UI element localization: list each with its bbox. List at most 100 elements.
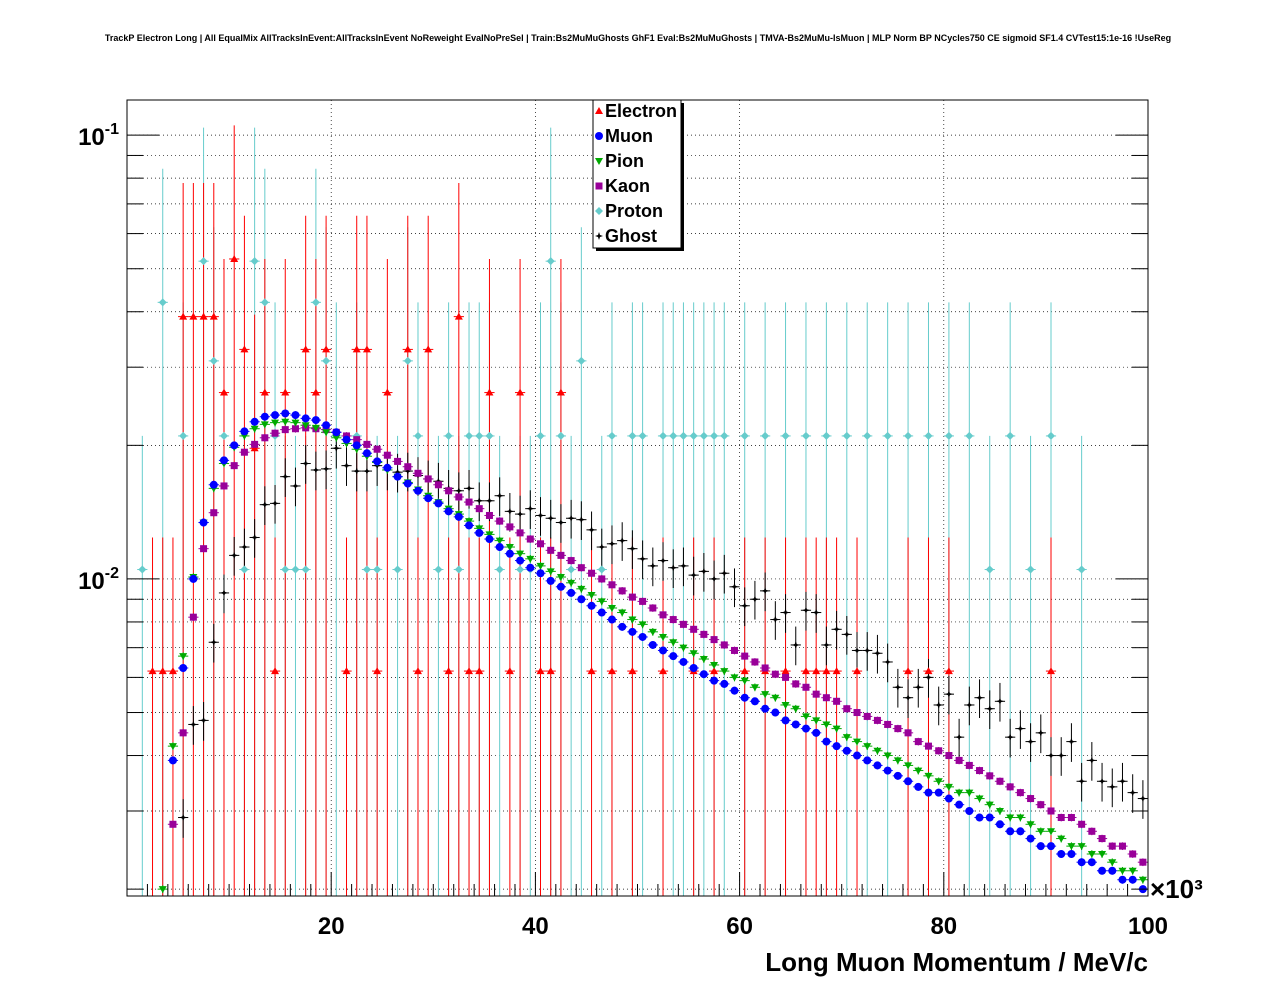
muon-point xyxy=(1098,866,1107,875)
kaon-point xyxy=(424,475,432,483)
pion-point xyxy=(311,424,320,432)
kaon-point xyxy=(608,581,616,589)
kaon-point xyxy=(914,738,922,746)
muon-point xyxy=(199,518,208,527)
electron-point xyxy=(383,388,392,396)
muon-point xyxy=(1077,858,1086,867)
electron-point xyxy=(853,667,862,675)
proton-point xyxy=(475,431,484,440)
kaon-point xyxy=(986,772,994,780)
kaon-point xyxy=(873,716,881,724)
muon-point xyxy=(761,704,770,713)
pion-point xyxy=(638,621,647,629)
ghost-point xyxy=(740,601,749,610)
ghost-point xyxy=(791,640,800,649)
pion-point xyxy=(689,650,698,658)
pion-point xyxy=(924,772,933,780)
kaon-point xyxy=(1118,842,1126,850)
proton-point xyxy=(485,431,494,440)
kaon-point xyxy=(537,540,545,548)
pion-point xyxy=(1016,814,1025,822)
muon-point xyxy=(1087,858,1096,867)
muon-point xyxy=(250,417,259,426)
proton-point xyxy=(679,431,688,440)
muon-point xyxy=(1057,849,1066,858)
muon-point xyxy=(393,472,402,481)
proton-point xyxy=(924,431,933,440)
kaon-point xyxy=(996,777,1004,785)
pion-point xyxy=(710,661,719,669)
muon-point xyxy=(1006,827,1015,836)
ghost-point xyxy=(1138,794,1147,803)
electron-point xyxy=(148,667,157,675)
proton-point xyxy=(944,431,953,440)
kaon-point xyxy=(1108,842,1116,850)
ghost-point xyxy=(1118,777,1127,786)
proton-point xyxy=(322,356,331,365)
proton-point xyxy=(516,565,525,574)
muon-point xyxy=(240,427,249,436)
pion-point xyxy=(965,789,974,797)
muon-point xyxy=(209,480,218,489)
kaon-point xyxy=(1057,814,1065,822)
kaon-point xyxy=(577,564,585,572)
muon-point xyxy=(291,411,300,420)
muon-point xyxy=(965,806,974,815)
muon-point xyxy=(271,411,280,420)
electron-point xyxy=(424,345,433,353)
proton-point xyxy=(567,565,576,574)
ghost-point xyxy=(577,515,586,524)
ghost-point xyxy=(546,514,555,523)
muon-point xyxy=(781,716,790,725)
proton-point xyxy=(904,431,913,440)
pion-point xyxy=(1047,828,1056,836)
ghost-point xyxy=(893,683,902,692)
kaon-point xyxy=(261,434,269,442)
legend-marker-proton xyxy=(595,207,603,215)
pion-point xyxy=(577,585,586,593)
electron-point xyxy=(352,345,361,353)
electron-point xyxy=(832,667,841,675)
legend-marker-kaon xyxy=(595,182,603,190)
electron-point xyxy=(801,667,810,675)
ghost-point xyxy=(179,813,188,822)
proton-point xyxy=(1006,431,1015,440)
ghost-point xyxy=(311,465,320,474)
pion-point xyxy=(607,605,616,613)
pion-point xyxy=(863,743,872,751)
chart-title: TrackP Electron Long | All EqualMix AllT… xyxy=(104,33,1172,43)
kaon-point xyxy=(659,611,667,619)
y-tick-labels: 10-2 10-1 xyxy=(78,121,119,595)
muon-point xyxy=(689,663,698,672)
ghost-point xyxy=(883,657,892,666)
muon-point xyxy=(975,813,984,822)
proton-point xyxy=(393,565,402,574)
muon-point xyxy=(720,679,729,688)
muon-point xyxy=(628,627,637,636)
ghost-point xyxy=(567,514,576,523)
electron-point xyxy=(342,667,351,675)
kaon-point xyxy=(251,440,259,448)
electron-point xyxy=(260,388,269,396)
legend-label-ghost: Ghost xyxy=(605,226,657,246)
kaon-point xyxy=(1037,801,1045,809)
ghost-point xyxy=(230,551,239,560)
ghost-point xyxy=(924,673,933,682)
electron-point xyxy=(587,667,596,675)
proton-point xyxy=(628,431,637,440)
ghost-point xyxy=(801,606,810,615)
proton-point xyxy=(1026,565,1035,574)
electron-point xyxy=(168,667,177,675)
proton-point xyxy=(710,431,719,440)
electron-point xyxy=(465,667,474,675)
proton-point xyxy=(413,431,422,440)
muon-point xyxy=(403,479,412,488)
ghost-point xyxy=(965,700,974,709)
electron-point xyxy=(403,345,412,353)
electron-point xyxy=(219,388,228,396)
kaon-point xyxy=(751,658,759,666)
x-axis-multiplier: ×10³ xyxy=(1150,874,1203,904)
kaon-point xyxy=(516,529,524,537)
proton-point xyxy=(311,298,320,307)
pion-point xyxy=(1098,850,1107,858)
